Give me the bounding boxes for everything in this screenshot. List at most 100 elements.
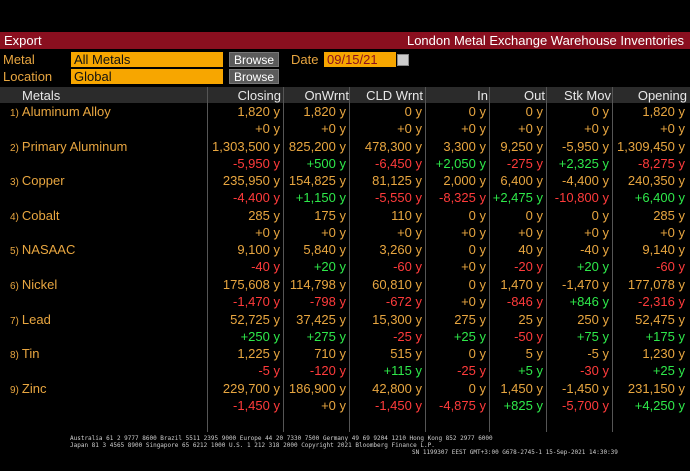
cell-opening: 1,820 y bbox=[642, 104, 685, 119]
cell-closing: 1,820 y bbox=[237, 104, 280, 119]
metal-name[interactable]: 7) Lead bbox=[10, 312, 51, 327]
cell-opening: 177,078 y bbox=[627, 277, 685, 292]
cell-onwrnt: 825,200 y bbox=[288, 138, 346, 154]
footer-contacts-line1: Australia 61 2 9777 8600 Brazil 5511 239… bbox=[70, 435, 493, 442]
cell-out-change: +5 y bbox=[518, 363, 543, 379]
cell-opening: 240,350 y bbox=[627, 173, 685, 189]
row-index: 9) bbox=[10, 384, 19, 396]
cell-onwrnt: 5,840 y bbox=[303, 242, 346, 258]
cell-cld-wrnt: 42,800 y bbox=[372, 380, 422, 396]
metal-browse-button[interactable]: Browse bbox=[229, 52, 279, 67]
cell-in: 0 y bbox=[468, 380, 486, 396]
table-header: Metals Closing OnWrnt CLD Wrnt In Out St… bbox=[0, 87, 690, 103]
cell-cld-wrnt-change: -672 y bbox=[385, 294, 422, 309]
col-header-onwrnt[interactable]: OnWrnt bbox=[304, 88, 349, 103]
cell-in: 0 y bbox=[468, 104, 486, 119]
cell-in-change: +25 y bbox=[453, 328, 486, 344]
cell-cld-wrnt-change: +115 y bbox=[383, 363, 422, 379]
cell-out-change: -275 y bbox=[506, 155, 543, 171]
column-divider bbox=[425, 87, 426, 432]
cell-out-change: +2,475 y bbox=[492, 190, 543, 206]
col-header-closing[interactable]: Closing bbox=[237, 88, 281, 103]
metal-name[interactable]: 2) Primary Aluminum bbox=[10, 139, 127, 154]
cell-closing-change: -5 y bbox=[258, 363, 280, 379]
metal-name-text: Lead bbox=[21, 311, 51, 327]
row-index: 4) bbox=[10, 211, 19, 223]
column-divider bbox=[283, 87, 284, 432]
cell-opening-change: +0 y bbox=[660, 121, 685, 136]
cell-in: 2,000 y bbox=[443, 173, 486, 189]
metal-name-text: Primary Aluminum bbox=[21, 138, 128, 154]
metal-name[interactable]: 5) NASAAC bbox=[10, 242, 75, 257]
calendar-icon[interactable] bbox=[397, 54, 409, 66]
metal-name-text: Nickel bbox=[21, 277, 58, 292]
cell-cld-wrnt-change: +0 y bbox=[397, 121, 422, 136]
cell-cld-wrnt: 0 y bbox=[404, 104, 422, 119]
cell-onwrnt: 1,820 y bbox=[303, 104, 346, 119]
cell-cld-wrnt-change: -1,450 y bbox=[375, 397, 422, 413]
cell-stk-mov-change: -5,700 y bbox=[562, 397, 609, 413]
cell-opening-change: +0 y bbox=[660, 224, 685, 240]
location-browse-button[interactable]: Browse bbox=[229, 69, 279, 84]
cell-opening: 52,475 y bbox=[635, 311, 685, 327]
column-divider bbox=[489, 87, 490, 432]
column-divider bbox=[612, 87, 613, 432]
table-row[interactable]: 5) NASAAC 9,100 y -40 y 5,840 y +20 y 3,260 y-… bbox=[0, 242, 690, 276]
cell-opening-change: +4,250 y bbox=[634, 397, 685, 413]
date-field[interactable]: 09/15/21 bbox=[324, 52, 396, 67]
table-row[interactable]: 9) Zinc 229,700 y -1,450 y 186,900 y +0 y 42,8… bbox=[0, 381, 690, 415]
table-row[interactable]: 6) Nickel 175,608 y -1,470 y 114,798 y -798 y… bbox=[0, 277, 690, 311]
cell-closing-change: +250 y bbox=[240, 328, 280, 344]
cell-in: 0 y bbox=[468, 242, 486, 258]
cell-stk-mov-change: +20 y bbox=[576, 259, 609, 275]
cell-opening-change: +175 y bbox=[645, 328, 685, 344]
title-bar: Export London Metal Exchange Warehouse I… bbox=[0, 32, 690, 49]
cell-opening: 231,150 y bbox=[627, 380, 685, 396]
metal-name[interactable]: 6) Nickel bbox=[10, 277, 57, 292]
col-header-opening[interactable]: Opening bbox=[637, 88, 687, 103]
cell-cld-wrnt-change: -25 y bbox=[393, 328, 422, 344]
col-header-out[interactable]: Out bbox=[524, 88, 545, 103]
cell-out-change: -50 y bbox=[514, 328, 543, 344]
metal-label: Metal bbox=[3, 52, 35, 67]
table-row[interactable]: 2) Primary Aluminum 1,303,500 y -5,950 y 825… bbox=[0, 139, 690, 173]
cell-stk-mov: 250 y bbox=[577, 311, 609, 327]
cell-cld-wrnt-change: -60 y bbox=[393, 259, 422, 275]
col-header-stk-mov[interactable]: Stk Mov bbox=[564, 88, 611, 103]
metal-name[interactable]: 3) Copper bbox=[10, 173, 65, 188]
date-label: Date bbox=[291, 52, 319, 67]
table-row[interactable]: 7) Lead 52,725 y +250 y 37,425 y +275 y 15,300… bbox=[0, 312, 690, 346]
metal-name[interactable]: 9) Zinc bbox=[10, 381, 46, 396]
cell-cld-wrnt: 110 y bbox=[391, 207, 422, 223]
cell-closing: 52,725 y bbox=[230, 311, 280, 327]
cell-closing-change: -1,450 y bbox=[233, 397, 280, 413]
cell-out: 0 y bbox=[525, 104, 543, 119]
cell-onwrnt-change: -120 y bbox=[309, 363, 346, 379]
cell-stk-mov-change: -10,800 y bbox=[554, 190, 609, 206]
column-divider bbox=[546, 87, 547, 432]
cell-onwrnt: 154,825 y bbox=[288, 173, 346, 189]
col-header-in[interactable]: In bbox=[477, 88, 488, 103]
metal-name-text: Copper bbox=[21, 173, 65, 189]
table-row[interactable]: 1) Aluminum Alloy 1,820 y +0 y 1,820 y +0 y 0 … bbox=[0, 104, 690, 138]
cell-opening: 1,309,450 y bbox=[617, 138, 685, 154]
cell-closing: 229,700 y bbox=[222, 380, 280, 396]
cell-onwrnt: 186,900 y bbox=[288, 380, 346, 396]
cell-cld-wrnt-change: +0 y bbox=[397, 224, 422, 240]
location-field[interactable]: Global bbox=[71, 69, 223, 84]
export-menu[interactable]: Export bbox=[4, 33, 42, 48]
metal-name[interactable]: 8) Tin bbox=[10, 346, 39, 361]
metal-name[interactable]: 1) Aluminum Alloy bbox=[10, 104, 111, 119]
cell-cld-wrnt: 15,300 y bbox=[372, 311, 422, 327]
col-header-cld-wrnt[interactable]: CLD Wrnt bbox=[366, 88, 423, 103]
cell-in-change: -4,875 y bbox=[439, 397, 486, 413]
cell-onwrnt: 710 y bbox=[314, 346, 346, 362]
cell-out: 25 y bbox=[518, 311, 543, 327]
metal-field[interactable]: All Metals bbox=[71, 52, 223, 67]
metal-name[interactable]: 4) Cobalt bbox=[10, 208, 59, 223]
table-row[interactable]: 3) Copper 235,950 y -4,400 y 154,825 y +1,150… bbox=[0, 173, 690, 207]
col-header-metals[interactable]: Metals bbox=[22, 88, 61, 103]
cell-out-change: +0 y bbox=[518, 121, 543, 136]
